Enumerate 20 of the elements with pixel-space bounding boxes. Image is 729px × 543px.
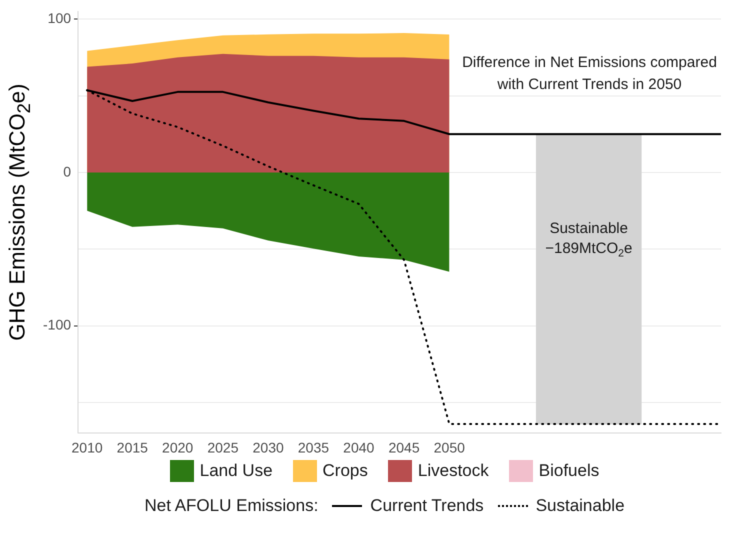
legend-label: Crops [322,461,368,481]
legend-label: Biofuels [538,461,600,481]
x-tick-label: 2010 [72,439,103,456]
legend-label: Livestock [418,461,489,481]
x-tick-label: 2025 [207,439,239,456]
y-tick-label: -100 [42,316,72,333]
legend-label: Current Trends [370,496,484,516]
y-tick-label: 0 [63,163,72,180]
x-tick-label: 2030 [252,439,284,456]
x-tick-label: 2035 [298,439,330,456]
y-tick-label: 100 [48,10,72,26]
legend-title: Net AFOLU Emissions: [144,496,318,516]
annotation: Difference in Net Emissions compared with Current Trends in 2050 [461,53,718,95]
legend-label: Land Use [200,461,273,481]
x-tick-label: 2020 [162,439,194,456]
legend-label: Sustainable [536,496,625,516]
x-tick-label: 2015 [116,439,148,456]
x-tick-label: 2050 [434,439,466,456]
x-tick-label: 2045 [388,439,420,456]
x-tick-label: 2040 [343,439,375,456]
